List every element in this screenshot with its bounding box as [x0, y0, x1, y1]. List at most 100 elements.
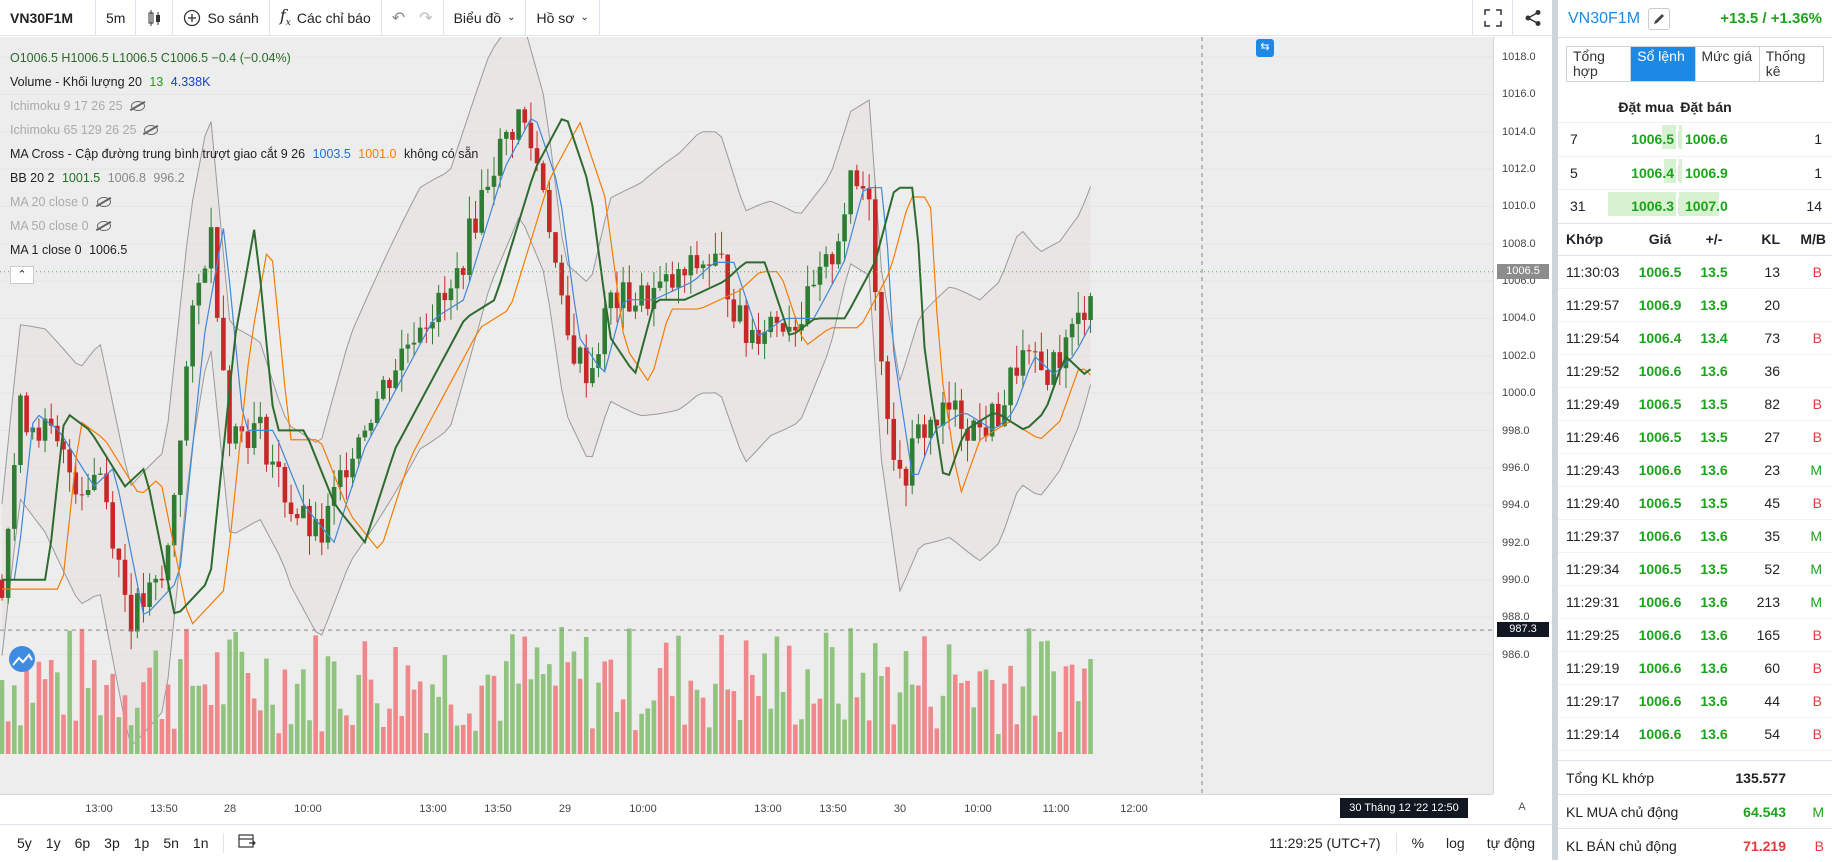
trade-row[interactable]: 11:29:52 1006.6 13.6 36 — [1558, 355, 1832, 388]
eye-hidden-icon[interactable] — [130, 101, 145, 111]
edit-symbol-button[interactable] — [1648, 7, 1671, 30]
clock-display[interactable]: 11:29:25 (UTC+7) — [1269, 834, 1381, 851]
orderbook-row[interactable]: 31 1006.3 1007.0 14 — [1558, 189, 1832, 223]
price-axis[interactable]: 1018.0 1016.0 1014.0 1012.0 1010.0 1008.0 1006… — [1493, 37, 1552, 794]
candle-body — [848, 170, 853, 215]
tab-2[interactable]: Mức giá — [1696, 47, 1760, 81]
ma20-legend[interactable]: MA 20 close 0 — [10, 190, 478, 214]
candle-body — [959, 400, 964, 429]
range-6p[interactable]: 6p — [74, 834, 91, 851]
volume-bar — [694, 689, 700, 754]
percent-scale-button[interactable]: % — [1411, 834, 1425, 851]
trade-price: 1006.5 — [1638, 428, 1682, 445]
ma1-legend[interactable]: MA 1 close 0 1006.5 — [10, 238, 478, 262]
trade-time: 11:29:34 — [1566, 560, 1620, 577]
eye-hidden-icon[interactable] — [144, 125, 159, 135]
volume-bar — [946, 644, 952, 754]
candle-body — [633, 305, 638, 312]
range-5n[interactable]: 5n — [163, 834, 179, 851]
trade-row[interactable]: 11:29:25 1006.6 13.6 165 B — [1558, 619, 1832, 652]
bid-volume: 7 — [1570, 131, 1578, 148]
orderbook-row[interactable]: 7 1006.5 1006.6 1 — [1558, 122, 1832, 156]
volume-bar — [141, 682, 146, 754]
macross-legend[interactable]: MA Cross - Cập đường trung bình trượt gi… — [10, 142, 478, 166]
log-scale-button[interactable]: log — [1446, 834, 1465, 851]
collapse-legend-button[interactable]: ⌃ — [10, 266, 34, 284]
trade-row[interactable]: 11:29:19 1006.6 13.6 60 B — [1558, 652, 1832, 685]
trade-volume: 35 — [1764, 527, 1780, 544]
candle-body — [1008, 367, 1013, 406]
price-tick-label: 1018.0 — [1502, 51, 1536, 63]
candle-body — [202, 268, 208, 283]
trade-row[interactable]: 11:29:43 1006.6 13.6 23 M — [1558, 454, 1832, 487]
redo-icon[interactable]: ↷ — [419, 9, 433, 27]
undo-icon[interactable]: ↶ — [391, 9, 406, 27]
range-5y[interactable]: 5y — [17, 834, 32, 851]
range-1y[interactable]: 1y — [45, 834, 61, 851]
volume-bar — [989, 679, 995, 754]
candle-body — [1002, 405, 1007, 427]
time-axis[interactable]: 13:00 13:50 28 10:00 13:00 13:50 29 10:00 13:00 1… — [0, 794, 1526, 824]
chart-type-button[interactable] — [136, 0, 174, 36]
trade-volume: 23 — [1764, 461, 1780, 478]
trades-list[interactable]: 11:30:03 1006.5 13.5 13 B 11:29:57 1006.9 13.9 2… — [1558, 256, 1832, 751]
trade-row[interactable]: 11:29:31 1006.6 13.6 213 M — [1558, 586, 1832, 619]
fullscreen-button[interactable] — [1472, 0, 1512, 36]
trade-row[interactable]: 11:29:46 1006.5 13.5 27 B — [1558, 421, 1832, 454]
trade-row[interactable]: 11:29:40 1006.5 13.5 45 B — [1558, 487, 1832, 520]
volume-bar — [1020, 686, 1026, 754]
volume-bar — [67, 630, 72, 754]
ichimoku-legend-1[interactable]: Ichimoku 9 17 26 25 — [10, 94, 478, 118]
candle-body — [399, 348, 405, 371]
bb-legend[interactable]: BB 20 2 1001.5 1006.8 996.2 — [10, 166, 478, 190]
chart-menu-button[interactable]: Biểu đồ ⌄ — [444, 0, 527, 36]
volume-bar — [460, 724, 466, 754]
share-button[interactable] — [1512, 0, 1552, 36]
ask-header: Đặt bán — [1680, 99, 1732, 115]
orderbook-row[interactable]: 5 1006.4 1006.9 1 — [1558, 155, 1832, 190]
tab-0[interactable]: Tổng hợp — [1567, 47, 1632, 81]
ichimoku-legend-2[interactable]: Ichimoku 65 129 26 25 — [10, 118, 478, 142]
trade-time: 11:29:17 — [1566, 692, 1620, 709]
panel-symbol[interactable]: VN30F1M — [1568, 9, 1641, 27]
range-1n[interactable]: 1n — [192, 834, 209, 851]
compare-button[interactable]: So sánh — [173, 0, 270, 36]
auto-scale-toggle[interactable]: tự động — [1486, 834, 1535, 851]
candle-body — [374, 398, 380, 423]
trade-row[interactable]: 11:29:54 1006.4 13.4 73 B — [1558, 322, 1832, 355]
volume-bar — [522, 636, 528, 754]
candle-body — [1020, 350, 1026, 376]
tab-3[interactable]: Thống kê — [1765, 48, 1806, 79]
price-pane[interactable]: ⇆ — [0, 37, 1493, 794]
scroll-to-realtime-button[interactable]: ⇆ — [1256, 39, 1274, 57]
volume-bar — [1039, 641, 1044, 754]
trade-row[interactable]: 11:29:37 1006.6 13.6 35 M — [1558, 520, 1832, 553]
candle-body — [694, 255, 700, 269]
trade-row[interactable]: 11:30:03 1006.5 13.5 13 B — [1558, 256, 1832, 289]
trade-time: 11:29:54 — [1566, 329, 1620, 346]
eye-hidden-icon[interactable] — [96, 197, 111, 207]
interval-button[interactable]: 5m — [96, 0, 137, 36]
eye-hidden-icon[interactable] — [96, 221, 111, 231]
trade-volume: 213 — [1756, 593, 1780, 610]
range-buttons: 5y 1y 6p 3p 1p 5n 1n — [0, 835, 215, 851]
ask-price-cell: 1007.0 — [1678, 192, 1748, 217]
trade-row[interactable]: 11:29:57 1006.9 13.9 20 — [1558, 289, 1832, 322]
tab-1[interactable]: Sổ lệnh — [1631, 47, 1696, 81]
trade-row[interactable]: 11:29:34 1006.5 13.5 52 M — [1558, 553, 1832, 586]
range-3p[interactable]: 3p — [104, 834, 120, 851]
volume-bar — [866, 720, 872, 754]
symbol-button[interactable]: VN30F1M — [0, 0, 96, 36]
indicators-button[interactable]: fx Các chỉ báo — [270, 0, 382, 36]
trade-row[interactable]: 11:29:49 1006.5 13.5 82 B — [1558, 388, 1832, 421]
date-range-button[interactable] — [232, 833, 262, 852]
volume-legend[interactable]: Volume - Khối lượng 20 13 4.338K — [10, 70, 478, 94]
volume-bar — [381, 726, 386, 754]
profile-menu-button[interactable]: Hồ sơ ⌄ — [526, 0, 600, 36]
ma50-legend[interactable]: MA 50 close 0 — [10, 214, 478, 238]
trade-row[interactable]: 11:29:17 1006.6 13.6 44 B — [1558, 685, 1832, 718]
trade-row[interactable]: 11:29:14 1006.6 13.6 54 B — [1558, 718, 1832, 751]
auto-scale-button[interactable]: A — [1518, 801, 1526, 813]
candle-body — [577, 347, 583, 364]
range-1p[interactable]: 1p — [133, 834, 150, 851]
